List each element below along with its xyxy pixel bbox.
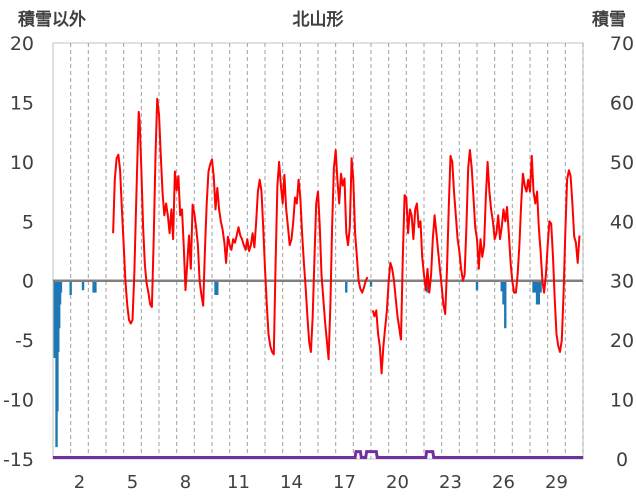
grid-lines <box>70 43 584 459</box>
precipitation-bar <box>535 280 539 305</box>
precipitation-bar <box>539 280 542 293</box>
snow-depth-line <box>53 450 583 459</box>
precipitation-bars <box>53 280 542 448</box>
precipitation-bar <box>502 280 505 305</box>
precipitation-bar <box>369 280 373 287</box>
left-y-tick-label: -10 <box>3 390 34 412</box>
precipitation-bar <box>81 280 85 291</box>
right-y-tick-label: 70 <box>610 33 634 55</box>
temperature-series <box>112 97 581 375</box>
x-tick-label: 20 <box>386 472 409 493</box>
x-tick-label: 26 <box>492 472 515 493</box>
right-y-tick-label: 60 <box>610 92 634 114</box>
temperature-line <box>371 261 402 375</box>
left-y-tick-label: 20 <box>10 33 34 55</box>
precipitation-bar <box>504 280 507 329</box>
left-y-tick-label: 10 <box>10 152 34 174</box>
precipitation-bar <box>532 280 535 293</box>
x-tick-label: 23 <box>439 472 462 493</box>
left-y-tick-label: 0 <box>22 271 34 293</box>
x-tick-label: 17 <box>333 472 356 493</box>
right-y-tick-label: 0 <box>616 449 628 471</box>
left-y-tick-label: 15 <box>10 92 34 114</box>
precipitation-bar <box>53 280 56 358</box>
x-axis: 2 5 8 11 14 17 20 23 26 29 <box>74 472 568 493</box>
snow-depth-series <box>53 450 583 459</box>
precipitation-bar <box>475 280 479 291</box>
precipitation-bar <box>214 280 217 295</box>
right-y-tick-label: 10 <box>610 390 634 412</box>
left-y-tick-label: -5 <box>15 330 34 352</box>
precipitation-bar <box>537 280 541 305</box>
x-tick-label: 2 <box>74 472 85 493</box>
x-tick-label: 14 <box>280 472 303 493</box>
right-axis-title: 積雪 <box>592 9 626 30</box>
right-y-tick-label: 50 <box>610 152 634 174</box>
precipitation-bar <box>94 280 97 293</box>
x-tick-label: 29 <box>545 472 568 493</box>
left-y-tick-label: 5 <box>22 211 34 233</box>
precipitation-bar <box>92 280 95 293</box>
chart-title: 北山形 <box>293 9 344 30</box>
precipitation-bar <box>534 280 537 293</box>
right-y-tick-label: 40 <box>610 211 634 233</box>
right-y-tick-label: 30 <box>610 271 634 293</box>
x-tick-label: 11 <box>227 472 250 493</box>
x-tick-label: 5 <box>127 472 138 493</box>
precipitation-bar <box>69 280 72 295</box>
precipitation-bar <box>500 280 503 292</box>
precipitation-bar <box>59 280 63 293</box>
left-axis-title: 積雪以外 <box>18 9 86 30</box>
right-y-axis: 70 60 50 40 30 20 10 0 <box>610 33 634 471</box>
left-y-tick-label: -15 <box>3 449 34 471</box>
x-tick-label: 8 <box>180 472 191 493</box>
precipitation-bar <box>216 280 219 295</box>
left-y-axis: 20 15 10 5 0 -5 -10 -15 <box>3 33 34 471</box>
temperature-line <box>400 149 581 353</box>
right-y-tick-label: 20 <box>610 330 634 352</box>
precipitation-bar <box>426 280 429 293</box>
precipitation-bar <box>345 280 348 293</box>
temperature-line <box>112 97 369 361</box>
